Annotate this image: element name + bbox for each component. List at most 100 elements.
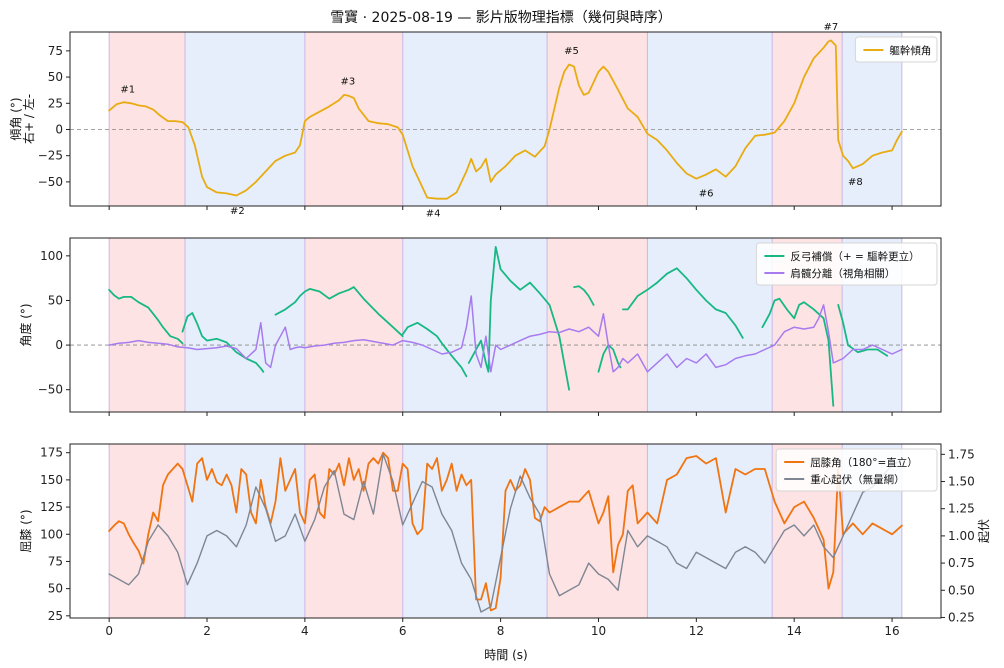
plot-area-3 [108, 444, 903, 618]
series-line-2-1-seg-10 [837, 303, 889, 357]
event-annotation: #8 [848, 177, 863, 188]
phase-band-1 [109, 444, 185, 618]
series-line-2-1-seg-9 [761, 297, 835, 407]
legend-box [854, 36, 938, 63]
y-tick-label: 75 [48, 44, 63, 58]
x-tick-label: 14 [787, 624, 802, 638]
phase-band-1 [109, 32, 185, 206]
y2-tick-label: 1.25 [948, 502, 975, 516]
x-tick-label: 4 [301, 624, 309, 638]
y-tick-label: 50 [48, 293, 63, 307]
y-tick-label: −25 [38, 149, 63, 163]
phase-band-2 [184, 238, 305, 412]
legend-entry: 屈膝角（180°=直立） [810, 456, 918, 469]
series-line-1-1 [108, 39, 903, 200]
y2-tick-label: 1.75 [948, 447, 975, 461]
legend-entry: 重心起伏（無量綱） [810, 473, 905, 486]
event-annotation: #6 [699, 188, 714, 199]
series-line-2-1-seg-8 [622, 267, 744, 339]
y2-tick-label: 1.00 [948, 529, 975, 543]
event-annotation: #3 [341, 76, 356, 87]
phase-band-4 [402, 32, 548, 206]
y-tick-label: 50 [48, 582, 63, 596]
series-line-3-2 [108, 453, 903, 613]
y2-tick-label: 0.25 [948, 610, 975, 624]
plot-area-2 [70, 238, 941, 412]
series-line-2-1-seg-7 [597, 344, 622, 373]
event-annotation: #7 [824, 22, 839, 33]
phase-band-6 [647, 238, 773, 412]
series-line-2-1-seg-2 [181, 312, 265, 373]
x-tick-label: 8 [497, 624, 505, 638]
figure-title: 雪寶 · 2025-08-19 — 影片版物理指標（幾何與時序） [330, 10, 672, 26]
y-tick-label: −50 [38, 383, 63, 397]
y-tick-label: 25 [48, 96, 63, 110]
x-tick-label: 10 [591, 624, 606, 638]
y-tick-label: 125 [40, 500, 63, 514]
y-tick-label: 0 [55, 122, 63, 136]
y-tick-label: 100 [40, 249, 63, 263]
legend-entry: 軀幹傾角 [889, 44, 931, 57]
y2-axis-label: 起伏 [977, 519, 991, 543]
y-axis-sublabel-1: 右+ / 左- [21, 94, 36, 144]
y2-tick-label: 0.75 [948, 556, 975, 570]
y-tick-label: 100 [40, 527, 63, 541]
phase-band-1 [109, 238, 185, 412]
y-tick-label: 25 [48, 609, 63, 623]
legend-entry: 肩髖分離（視角相關） [790, 267, 895, 280]
series-line-2-1-seg-5 [467, 245, 570, 391]
series-line-3-1 [108, 451, 903, 612]
axes-frame-3 [69, 443, 942, 619]
event-annotation: #2 [230, 206, 245, 217]
legend-2: 反弓補償（+ = 驅幹更立） 肩髖分離（視角相關） [755, 242, 938, 286]
plot-area-1 [70, 32, 941, 206]
legend-box [775, 448, 938, 492]
axes-frame-2 [69, 237, 942, 413]
y-axis-label-2: 角度 (°) [18, 303, 33, 346]
axes-frame-1 [69, 31, 942, 207]
phase-band-3 [304, 32, 403, 206]
y-tick-label: 150 [40, 473, 63, 487]
legend-1: 軀幹傾角 [854, 36, 938, 63]
series-line-2-1-seg-3 [274, 286, 404, 338]
x-tick-label: 0 [105, 624, 113, 638]
panel-2: −50 0 50 100 角度 (°) 反弓補償（+ = 驅幹更立） 肩髖分離（視角相關） [18, 237, 942, 416]
event-annotation: #4 [426, 208, 441, 219]
phase-band-6 [647, 32, 773, 206]
y-tick-label: 75 [48, 554, 63, 568]
y-tick-label: 0 [55, 338, 63, 352]
legend-entry: 反弓補償（+ = 驅幹更立） [790, 250, 919, 263]
phase-band-3 [304, 444, 403, 618]
series-line-2-1-seg-4 [401, 321, 468, 378]
y-axis-label-1: 傾角 (°) [9, 97, 23, 140]
panel-1: −50 −25 0 25 50 75 傾角 (°) 右+ / 左- #1 #2 #3 #4 #5 #6 #7… [9, 22, 942, 219]
series-line-2-2 [108, 295, 903, 373]
y-tick-label: 50 [48, 70, 63, 84]
phase-band-5 [547, 238, 648, 412]
series-line-2-1-seg-1 [108, 288, 184, 345]
y-axis-label-3: 屈膝 (°) [19, 509, 33, 552]
y2-tick-label: 1.50 [948, 475, 975, 489]
y2-tick-label: 0.50 [948, 583, 975, 597]
x-tick-label: 6 [399, 624, 407, 638]
legend-3: 屈膝角（180°=直立） 重心起伏（無量綱） [775, 448, 938, 492]
phase-band-3 [304, 238, 403, 412]
y-tick-label: −50 [38, 175, 63, 189]
series-line-2-1-seg-6 [573, 285, 595, 306]
phase-band-4 [402, 238, 548, 412]
phase-band-5 [547, 32, 648, 206]
phase-band-7 [772, 32, 843, 206]
panel-3: 2550751001251501750.250.500.751.001.251.… [19, 443, 991, 638]
phase-band-6 [647, 444, 773, 618]
event-annotation: #5 [564, 46, 579, 57]
x-tick-label: 2 [203, 624, 211, 638]
y-tick-label: 175 [40, 446, 63, 460]
x-tick-label: 16 [884, 624, 899, 638]
phase-band-2 [184, 32, 305, 206]
x-axis-label: 時間 (s) [484, 648, 527, 662]
event-annotation: #1 [120, 85, 135, 96]
legend-box [755, 242, 938, 286]
phase-band-5 [547, 444, 648, 618]
